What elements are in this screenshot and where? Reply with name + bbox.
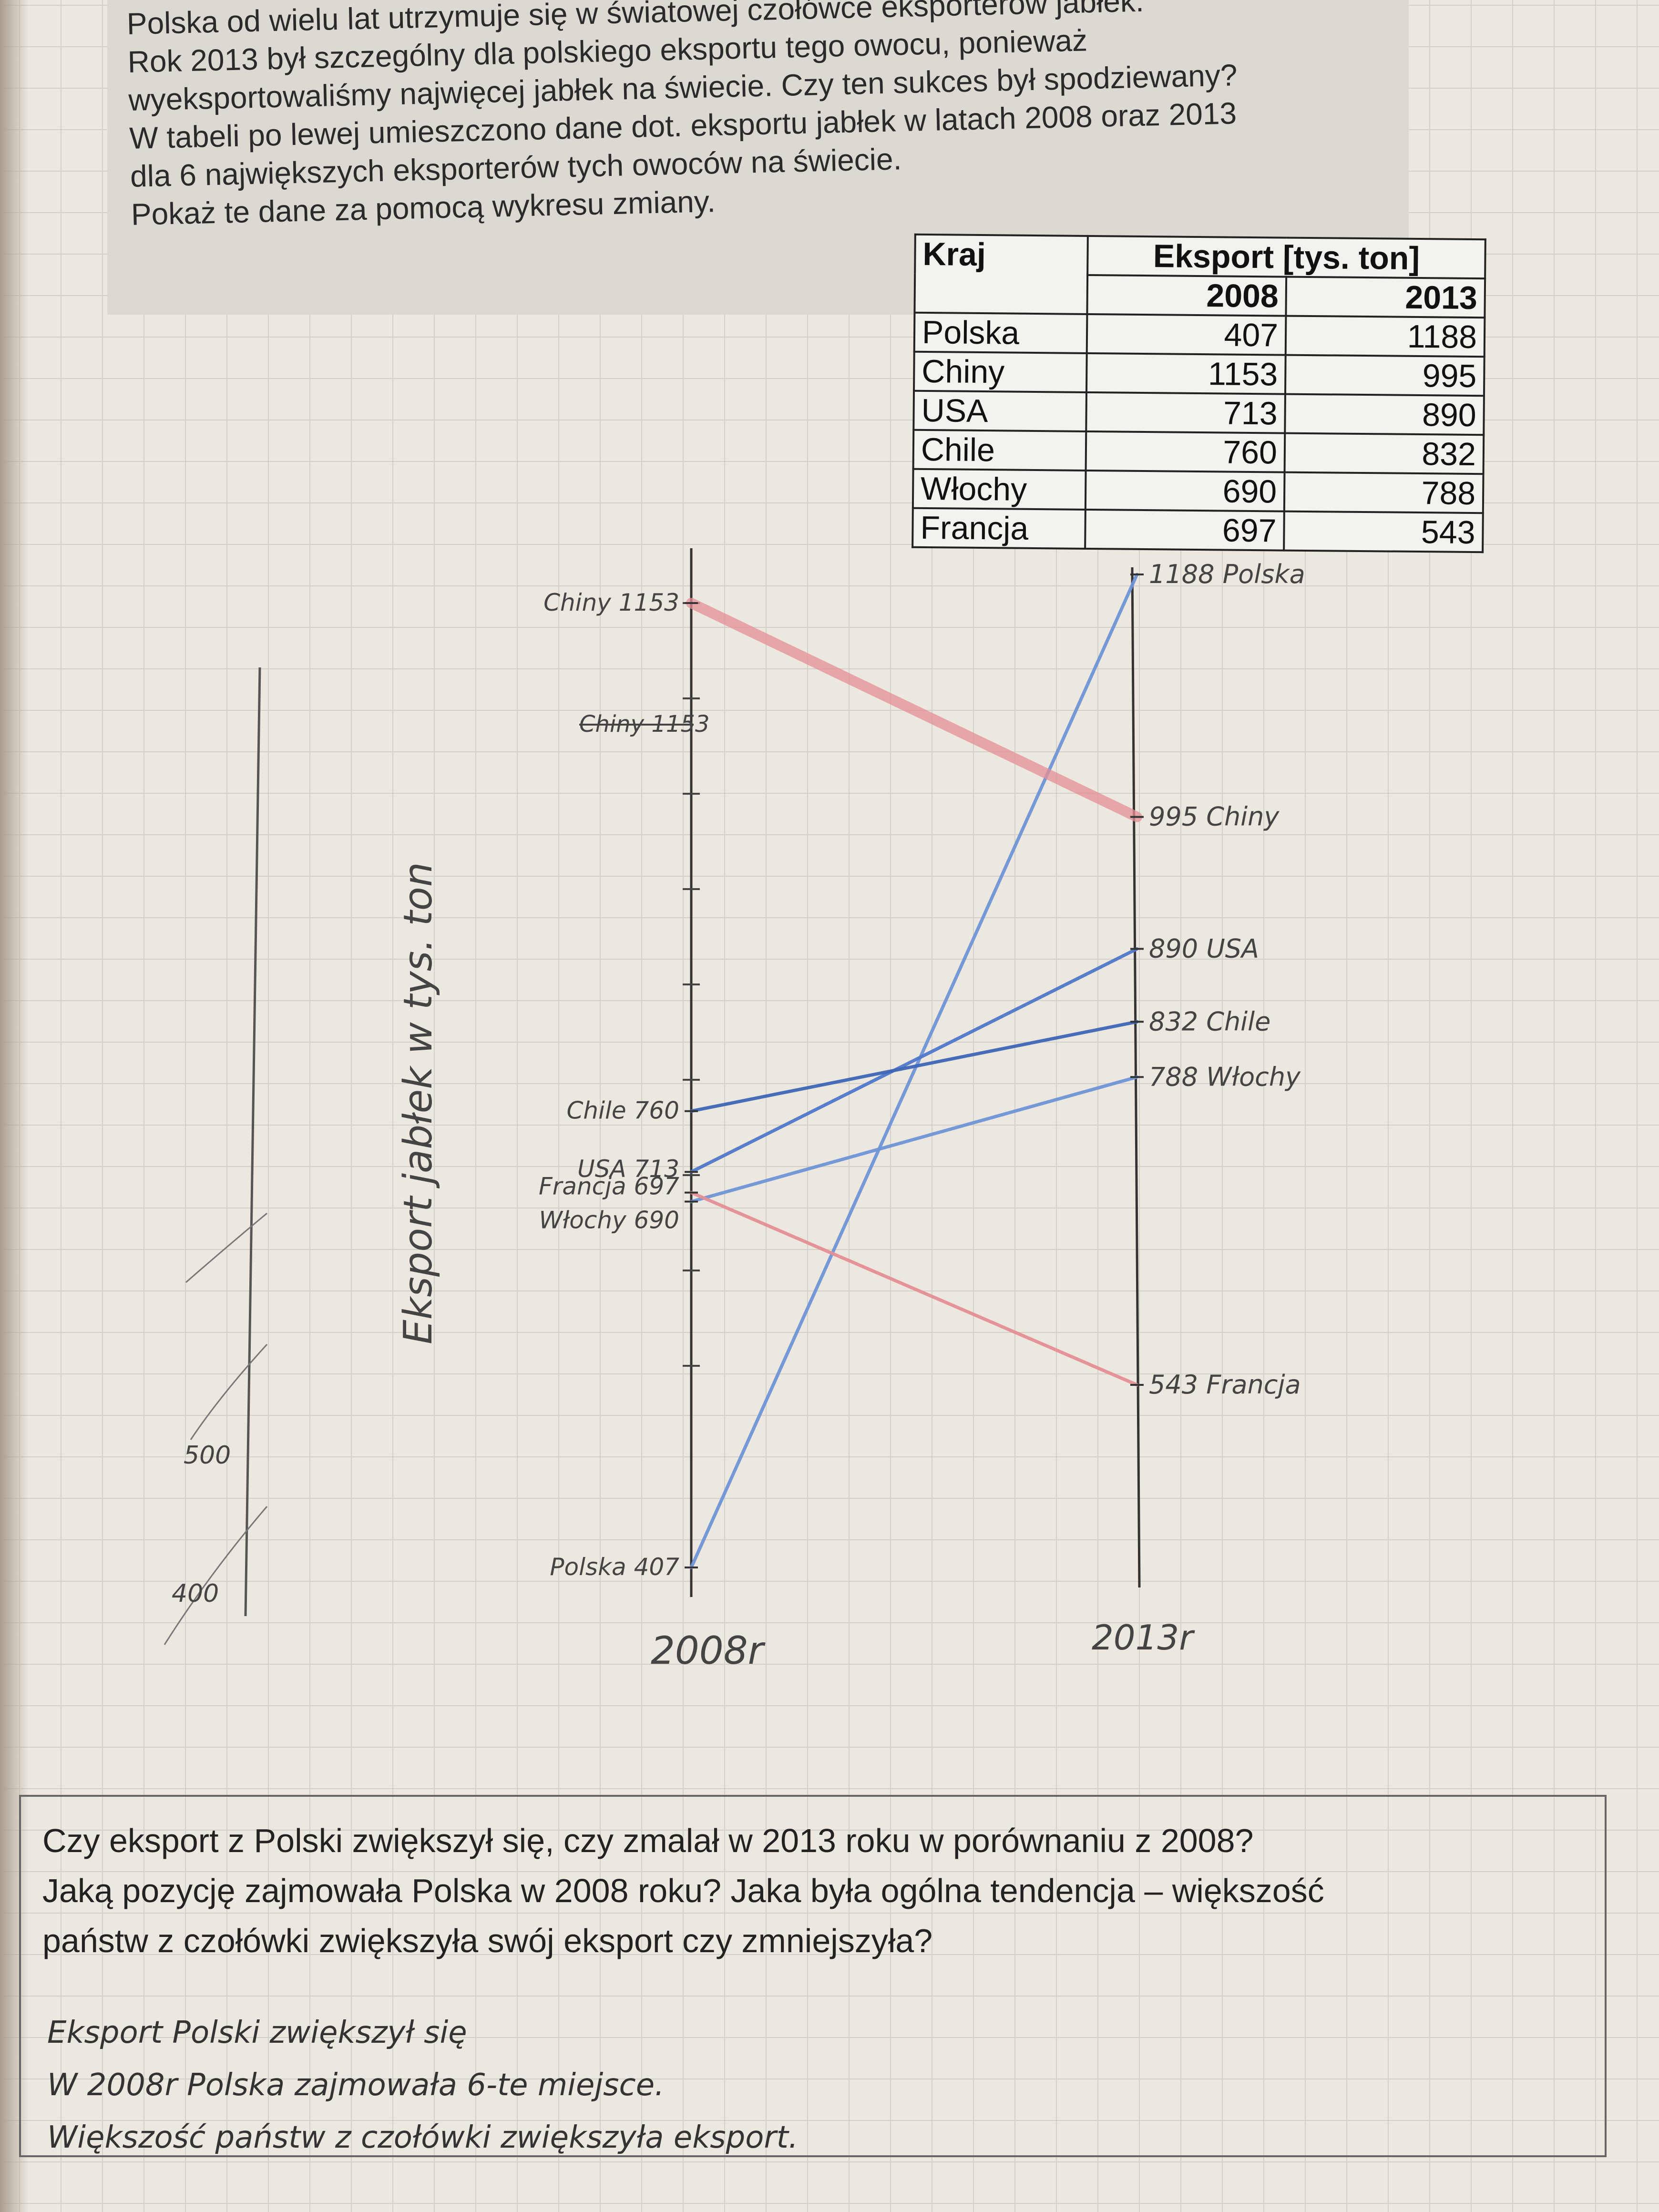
answer-line: Większość państw z czołówki zwiększyła e… [47,2120,799,2155]
series-line-polska [689,573,1139,1569]
abandoned-tick-label: 400 [172,1579,219,1608]
label-2008-usa: USA 713 [577,1155,679,1183]
x-tick-label: 2008r [651,1628,766,1673]
abandoned-scribble [185,1212,267,1283]
answer-line: W 2008r Polska zajmowała 6-te miejsce. [47,2068,665,2103]
abandoned-axis-line [244,667,261,1617]
label-2013-włochy: 788 Włochy [1149,1062,1301,1092]
y-axis-label: Eksport jabłek w tys. ton [396,862,441,1344]
question-line: państw z czołówki zwiększyła swój ekspor… [42,1922,933,1959]
label-2013-polska: 1188 Polska [1149,559,1305,589]
series-line-francja [689,1191,1139,1387]
label-2013-chiny: 995 Chiny [1149,802,1280,832]
abandoned-tick-label: 500 [184,1441,231,1470]
label-2008-polska: Polska 407 [550,1553,679,1581]
label-2008-chiny: Chiny 1153 [543,589,679,616]
crossed-out-label: Chiny 1153 [579,711,710,737]
page-gutter-shadow [0,0,29,2212]
abandoned-axis: 500 400 [164,667,268,1645]
series-line-chiny [686,598,1142,822]
answer-line: Eksport Polski zwiększył się [47,2015,467,2050]
series-line-usa [689,947,1139,1174]
chart-series-lines [685,573,1144,1569]
label-2008-chile: Chile 760 [567,1097,679,1125]
label-2013-francja: 543 Francja [1149,1370,1301,1400]
x-tick-label: 2013r [1092,1618,1195,1658]
series-line-włochy [689,1075,1139,1204]
label-2013-usa: 890 USA [1149,933,1259,963]
question-line: Jaką pozycję zajmowała Polska w 2008 rok… [42,1872,1324,1909]
label-2008-francja: Francja 697 [539,1173,679,1200]
question-line: Czy eksport z Polski zwiększył się, czy … [42,1822,1254,1859]
chart-point-labels: Polska 407 1188 Polska Chiny 1153 995 Chiny… [539,559,1305,1581]
question-box: Czy eksport z Polski zwiększył się, czy … [19,1795,1607,2157]
abandoned-scribble [164,1506,268,1645]
label-2008-włochy: Włochy 690 [539,1207,679,1234]
question-text: Czy eksport z Polski zwiększył się, czy … [42,1816,1597,1966]
label-2013-chile: 832 Chile [1149,1006,1270,1036]
series-line-chile [689,1020,1139,1113]
slope-chart: 500 400 Polska 407 1188 Polska Chiny 1153 9… [164,548,1305,1673]
handwritten-answer: Eksport Polski zwiększył się W 2008r Pol… [47,2007,1573,2164]
abandoned-scribble [190,1343,268,1440]
